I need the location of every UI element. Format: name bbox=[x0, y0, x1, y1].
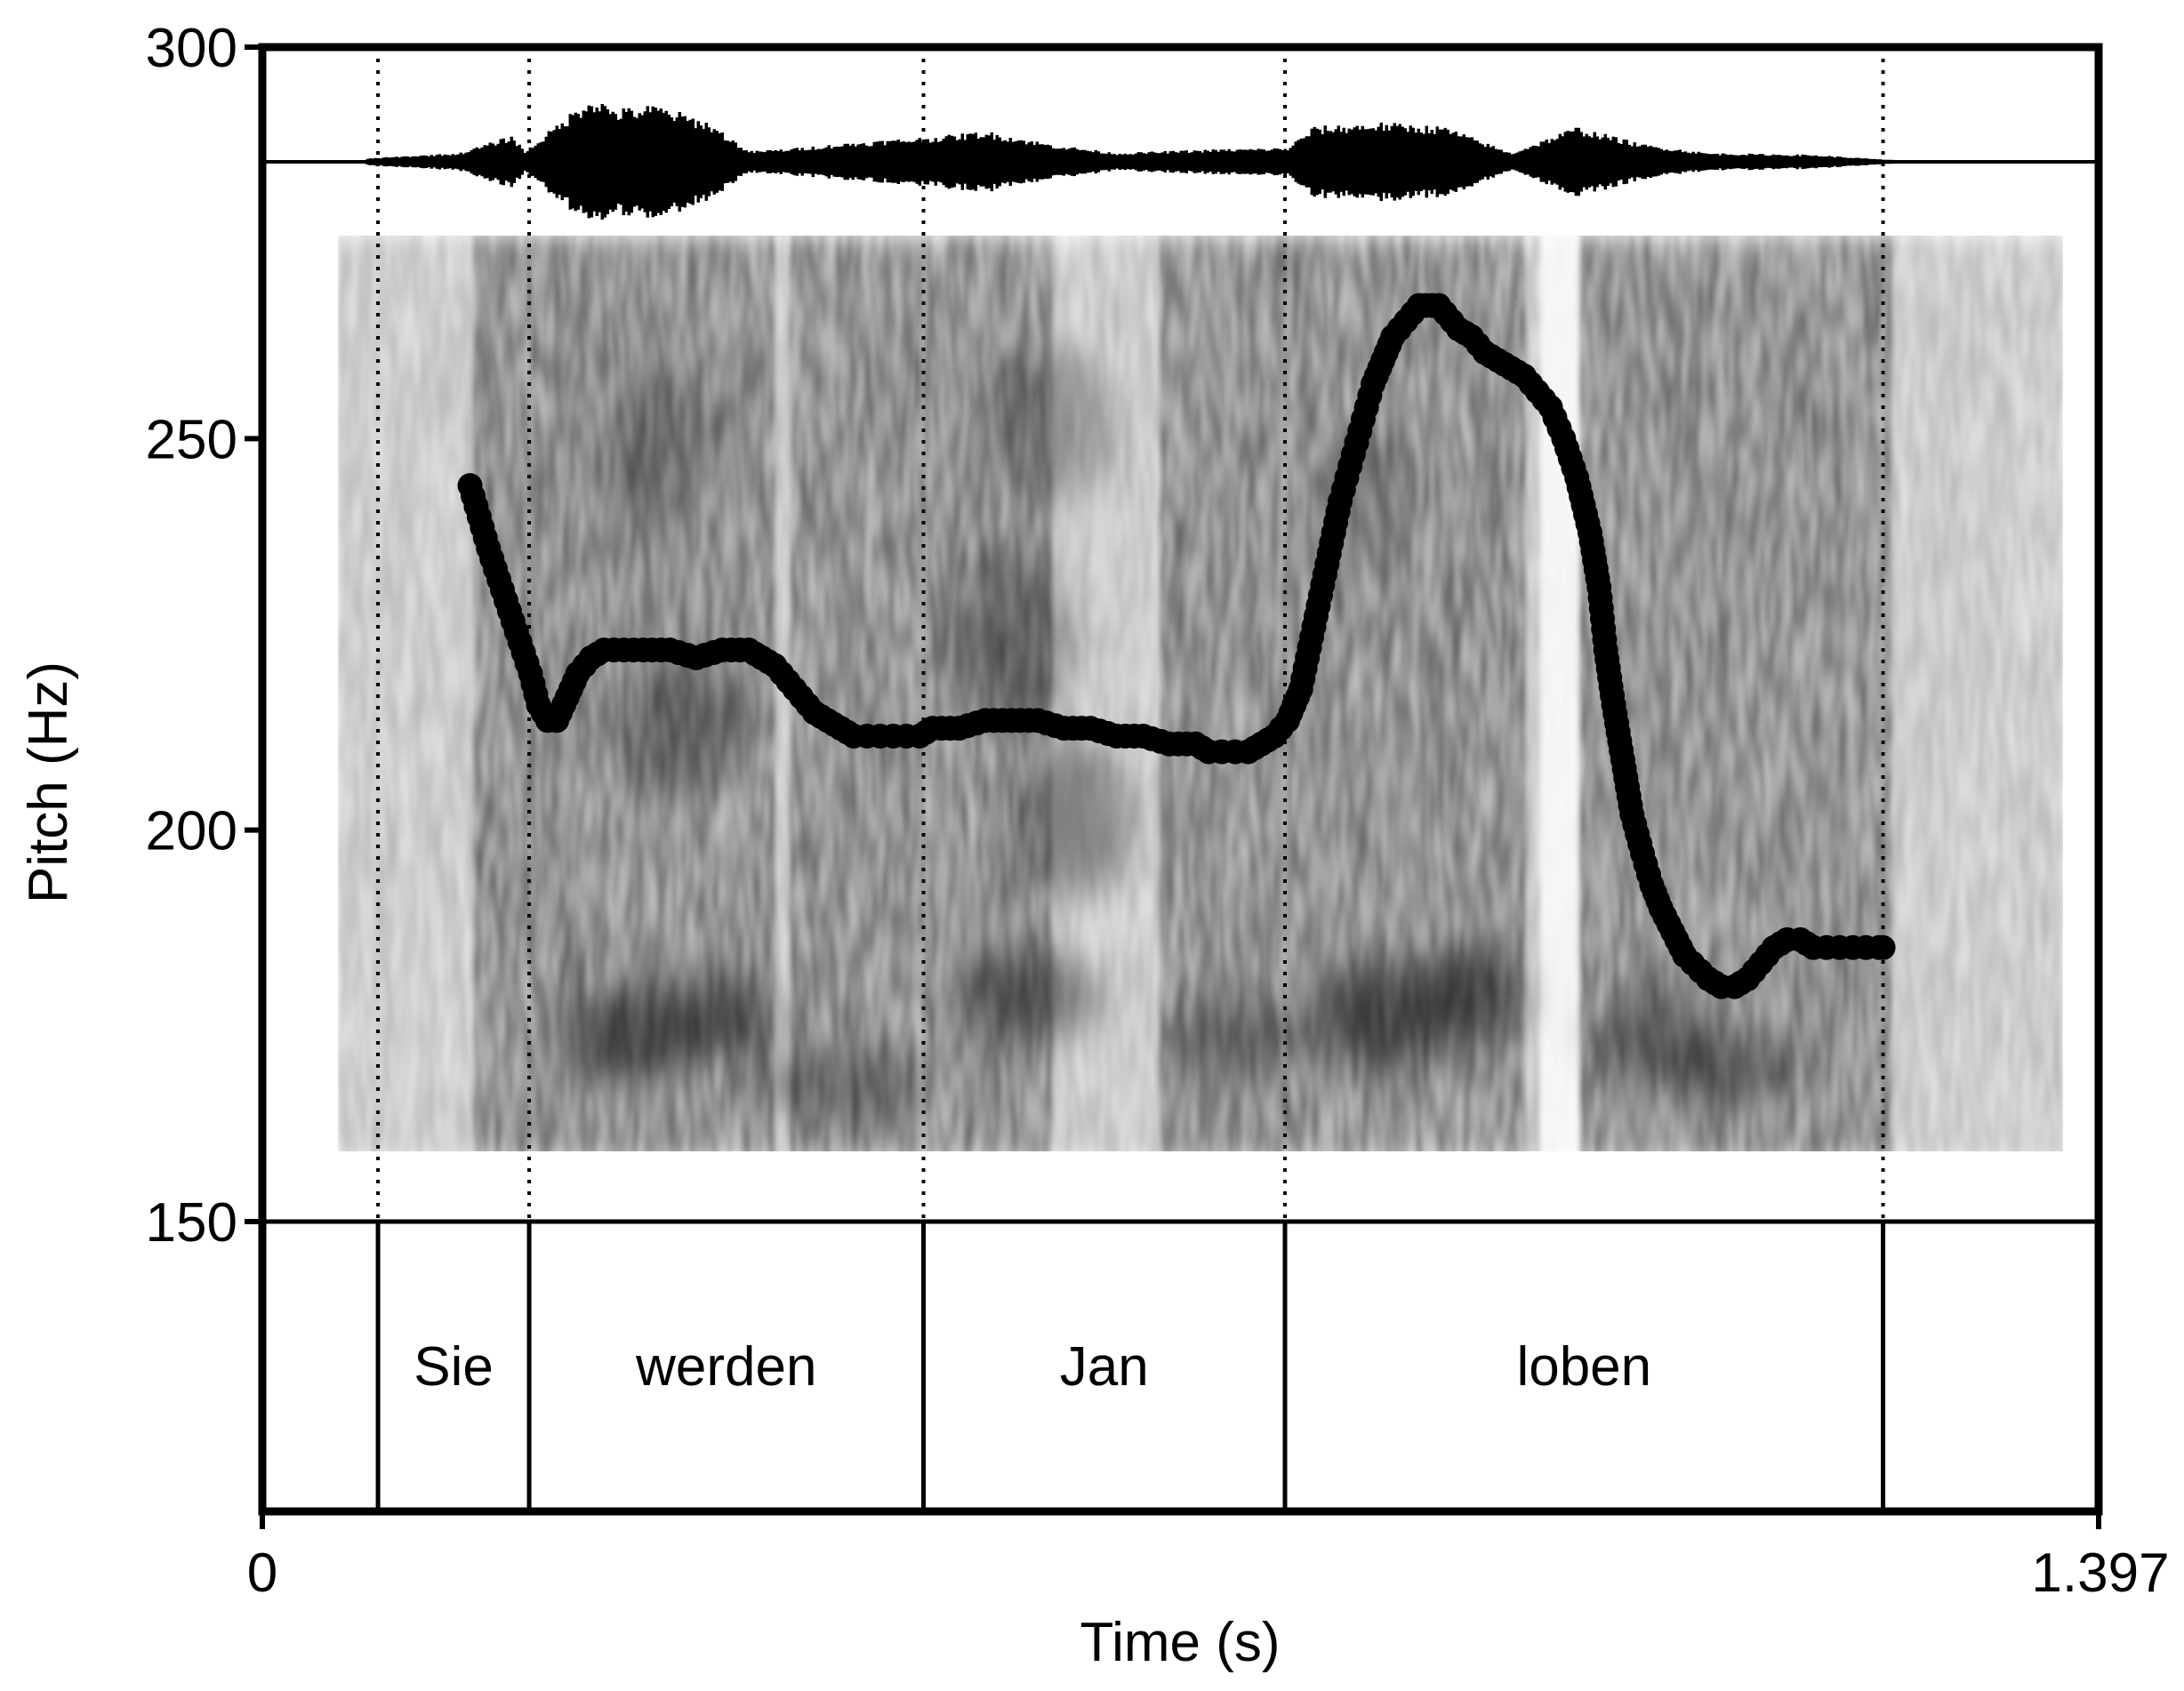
spectrogram bbox=[338, 236, 2063, 1160]
x-axis: 0 1.397 bbox=[247, 1511, 2170, 1604]
word-label: Sie bbox=[414, 1336, 494, 1398]
word-label: Jan bbox=[1060, 1336, 1149, 1398]
y-axis-title: Pitch (Hz) bbox=[18, 661, 79, 903]
word-labels: Sie werden Jan loben bbox=[414, 1336, 1651, 1398]
x-axis-title: Time (s) bbox=[1080, 1612, 1281, 1673]
x-tick-label: 1.397 bbox=[2031, 1543, 2169, 1604]
pitch-point bbox=[1871, 935, 1896, 960]
y-tick-label: 250 bbox=[146, 409, 237, 470]
y-axis: 150 200 250 300 bbox=[146, 18, 262, 1254]
x-tick-label: 0 bbox=[247, 1543, 277, 1604]
word-label: loben bbox=[1516, 1336, 1651, 1398]
word-label: werden bbox=[635, 1336, 816, 1398]
y-tick-label: 300 bbox=[146, 18, 237, 79]
y-tick-label: 150 bbox=[146, 1192, 237, 1254]
y-tick-label: 200 bbox=[146, 801, 237, 862]
